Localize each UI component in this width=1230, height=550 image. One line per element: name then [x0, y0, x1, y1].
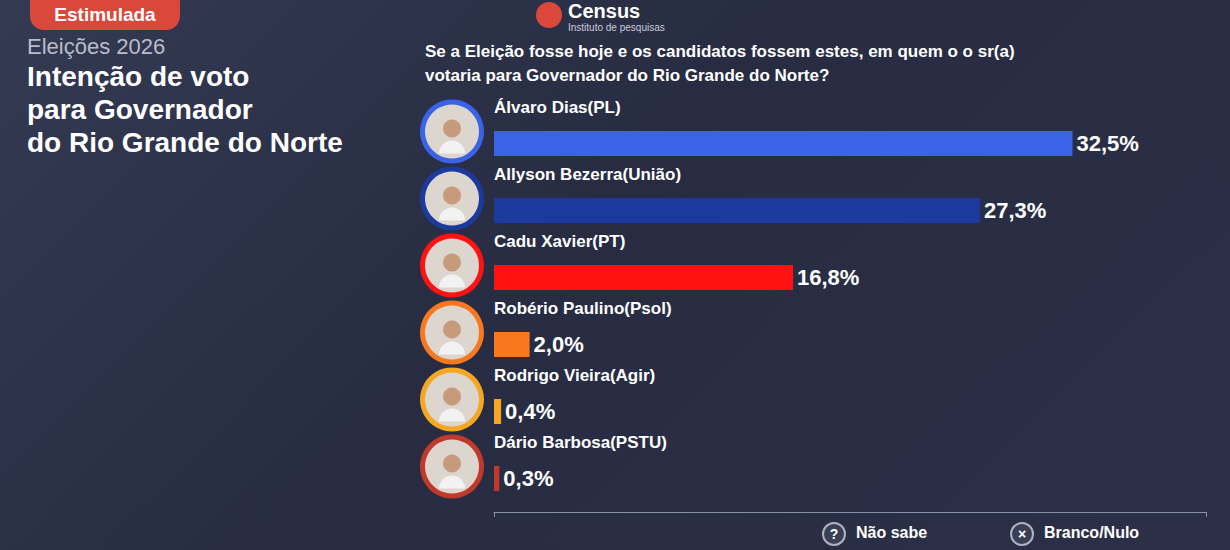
- html-text:Não sabe: Não sabe: [856, 524, 928, 541]
- svg-text:32,5%: 32,5%: [1077, 131, 1139, 156]
- svg-text:2,0%: 2,0%: [534, 332, 584, 357]
- svg-text:0,3%: 0,3%: [503, 466, 553, 491]
- html-text:Branco/Nulo: Branco/Nulo: [1044, 524, 1140, 541]
- html-text:Instituto de pesquisas: Instituto de pesquisas: [568, 22, 665, 33]
- svg-text:Dário Barbosa(PSTU): Dário Barbosa(PSTU): [494, 433, 667, 452]
- svg-text:Álvaro Dias(PL): Álvaro Dias(PL): [494, 98, 621, 117]
- svg-text:Cadu Xavier(PT): Cadu Xavier(PT): [494, 232, 625, 251]
- svg-text:16,8%: 16,8%: [797, 265, 859, 290]
- svg-text:0,4%: 0,4%: [505, 399, 555, 424]
- svg-text:Allyson Bezerra(União): Allyson Bezerra(União): [494, 165, 681, 184]
- html-text:Eleições 2026: Eleições 2026: [27, 34, 166, 59]
- html-text:Estimulada: Estimulada: [54, 4, 156, 25]
- html-text:Intenção de voto para Governad: Intenção de voto para Governador do Rio …: [27, 61, 343, 158]
- html-text:Census: Census: [568, 0, 641, 22]
- svg-text:Robério Paulino(Psol): Robério Paulino(Psol): [494, 299, 672, 318]
- html-text:Se a Eleição fosse hoje e os c: Se a Eleição fosse hoje e os candidatos …: [425, 42, 1015, 85]
- svg-text:Rodrigo Vieira(Agir): Rodrigo Vieira(Agir): [494, 366, 655, 385]
- svg-text:27,3%: 27,3%: [984, 198, 1046, 223]
